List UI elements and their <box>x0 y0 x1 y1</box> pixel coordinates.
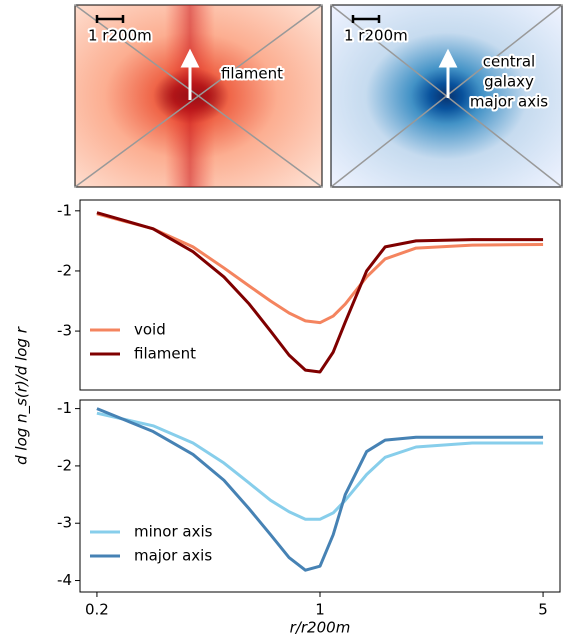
legend-label: minor axis <box>134 523 213 541</box>
x-tick-label: 1 <box>315 601 325 619</box>
diagonal <box>74 4 323 188</box>
y-tick-label: -3 <box>57 322 72 340</box>
x-tick-label: 5 <box>538 601 548 619</box>
y-tick-label: -2 <box>57 456 72 474</box>
legend-label: major axis <box>134 547 212 565</box>
annotation: central <box>483 53 535 71</box>
scale-label: 1 r200m <box>88 27 152 45</box>
y-tick-label: -4 <box>57 571 72 589</box>
y-tick-label: -2 <box>57 261 72 279</box>
line <box>96 211 544 374</box>
legend-label: void <box>134 321 166 339</box>
scale-bar <box>351 15 381 23</box>
line <box>96 212 544 325</box>
annotation: galaxy <box>484 73 534 91</box>
x-axis-label: r/r200m <box>290 619 351 636</box>
image-panel-1 <box>74 4 323 188</box>
y-tick-label: -3 <box>57 514 72 532</box>
scale-bar <box>95 15 125 23</box>
x-tick-label: 0.2 <box>85 601 109 619</box>
arrow <box>180 48 200 100</box>
y-tick-label: -1 <box>57 399 72 417</box>
line <box>96 407 544 572</box>
y-tick-label: -1 <box>57 201 72 219</box>
scale-label: 1 r200m <box>344 27 408 45</box>
annotation: major axis <box>470 93 548 111</box>
annotation: filament <box>221 65 283 83</box>
y-axis-label: d log n_s(r)/d log r <box>13 326 32 465</box>
arrow <box>438 48 458 98</box>
plot-frame <box>79 199 561 391</box>
image-panel-2 <box>330 4 563 188</box>
line <box>96 411 544 521</box>
legend-label: filament <box>134 345 196 363</box>
